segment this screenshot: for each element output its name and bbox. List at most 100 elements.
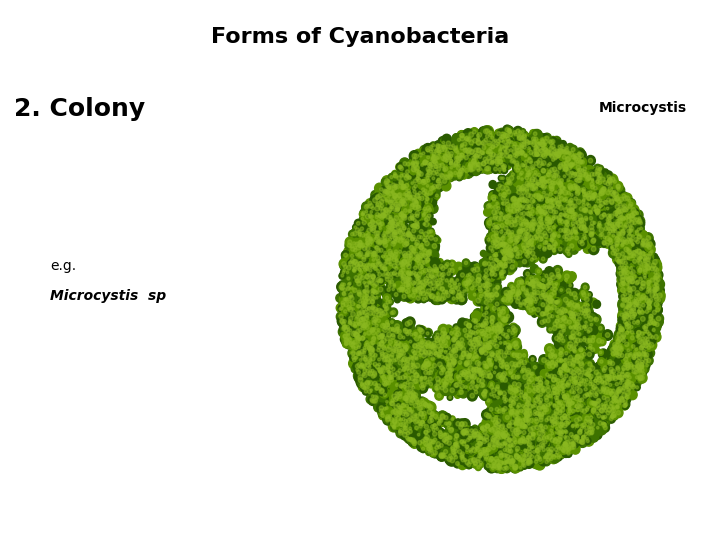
Circle shape bbox=[514, 453, 518, 457]
Circle shape bbox=[389, 252, 396, 259]
Circle shape bbox=[639, 241, 646, 249]
Circle shape bbox=[624, 198, 629, 204]
Circle shape bbox=[380, 239, 386, 245]
Circle shape bbox=[498, 150, 508, 161]
Circle shape bbox=[573, 353, 580, 361]
Circle shape bbox=[484, 408, 495, 420]
Circle shape bbox=[575, 439, 581, 446]
Circle shape bbox=[613, 350, 624, 361]
Circle shape bbox=[371, 274, 375, 279]
Circle shape bbox=[630, 272, 633, 275]
Circle shape bbox=[484, 350, 488, 355]
Circle shape bbox=[556, 349, 567, 360]
Circle shape bbox=[624, 377, 634, 387]
Circle shape bbox=[528, 447, 531, 450]
Circle shape bbox=[467, 165, 474, 172]
Circle shape bbox=[463, 428, 472, 437]
Circle shape bbox=[521, 352, 528, 359]
Circle shape bbox=[642, 313, 652, 323]
Circle shape bbox=[508, 229, 515, 237]
Circle shape bbox=[648, 334, 652, 338]
Circle shape bbox=[500, 392, 503, 394]
Circle shape bbox=[350, 259, 356, 265]
Circle shape bbox=[426, 289, 431, 294]
Circle shape bbox=[418, 177, 428, 188]
Circle shape bbox=[536, 396, 545, 404]
Circle shape bbox=[485, 321, 488, 325]
Circle shape bbox=[549, 302, 559, 313]
Circle shape bbox=[434, 178, 441, 185]
Circle shape bbox=[359, 269, 364, 275]
Circle shape bbox=[508, 329, 514, 335]
Circle shape bbox=[367, 278, 376, 288]
Circle shape bbox=[550, 193, 556, 199]
Circle shape bbox=[552, 150, 558, 157]
Circle shape bbox=[490, 293, 495, 297]
Circle shape bbox=[532, 422, 542, 433]
Circle shape bbox=[463, 384, 469, 390]
Circle shape bbox=[491, 240, 495, 245]
Circle shape bbox=[460, 426, 467, 434]
Circle shape bbox=[543, 231, 546, 235]
Circle shape bbox=[369, 387, 374, 393]
Circle shape bbox=[450, 154, 453, 158]
Circle shape bbox=[530, 244, 535, 250]
Circle shape bbox=[437, 422, 440, 424]
Circle shape bbox=[563, 220, 572, 229]
Circle shape bbox=[382, 179, 389, 186]
Circle shape bbox=[639, 263, 645, 269]
Circle shape bbox=[356, 222, 362, 228]
Circle shape bbox=[512, 178, 520, 186]
Circle shape bbox=[464, 460, 470, 467]
Circle shape bbox=[341, 274, 343, 277]
Circle shape bbox=[595, 168, 600, 173]
Circle shape bbox=[621, 393, 628, 401]
Circle shape bbox=[647, 308, 652, 314]
Circle shape bbox=[398, 411, 402, 415]
Circle shape bbox=[400, 199, 403, 202]
Circle shape bbox=[544, 310, 554, 321]
Circle shape bbox=[503, 397, 505, 400]
Circle shape bbox=[563, 395, 567, 399]
Circle shape bbox=[616, 248, 619, 252]
Circle shape bbox=[616, 340, 620, 343]
Circle shape bbox=[502, 307, 505, 310]
Circle shape bbox=[420, 442, 428, 449]
Circle shape bbox=[390, 239, 397, 246]
Circle shape bbox=[536, 160, 539, 164]
Circle shape bbox=[384, 239, 387, 242]
Circle shape bbox=[413, 393, 418, 397]
Circle shape bbox=[577, 197, 586, 206]
Circle shape bbox=[388, 174, 395, 181]
Circle shape bbox=[628, 300, 635, 308]
Circle shape bbox=[515, 226, 526, 237]
Circle shape bbox=[538, 281, 547, 291]
Circle shape bbox=[361, 336, 365, 340]
Circle shape bbox=[503, 439, 510, 446]
Circle shape bbox=[429, 241, 439, 251]
Circle shape bbox=[397, 193, 401, 198]
Circle shape bbox=[501, 246, 509, 255]
Circle shape bbox=[400, 267, 408, 275]
Circle shape bbox=[426, 198, 429, 201]
Circle shape bbox=[544, 316, 553, 326]
Circle shape bbox=[485, 352, 495, 363]
Circle shape bbox=[611, 352, 615, 356]
Circle shape bbox=[609, 241, 613, 245]
Circle shape bbox=[515, 420, 524, 430]
Circle shape bbox=[480, 436, 489, 446]
Circle shape bbox=[477, 450, 483, 458]
Circle shape bbox=[480, 168, 482, 171]
Circle shape bbox=[410, 215, 413, 219]
Circle shape bbox=[400, 292, 408, 301]
Circle shape bbox=[615, 214, 621, 220]
Circle shape bbox=[474, 278, 484, 288]
Circle shape bbox=[541, 393, 549, 401]
Circle shape bbox=[512, 400, 515, 404]
Circle shape bbox=[478, 435, 484, 442]
Circle shape bbox=[621, 314, 629, 322]
Circle shape bbox=[570, 288, 580, 300]
Circle shape bbox=[372, 321, 382, 332]
Circle shape bbox=[619, 241, 626, 248]
Circle shape bbox=[423, 338, 433, 348]
